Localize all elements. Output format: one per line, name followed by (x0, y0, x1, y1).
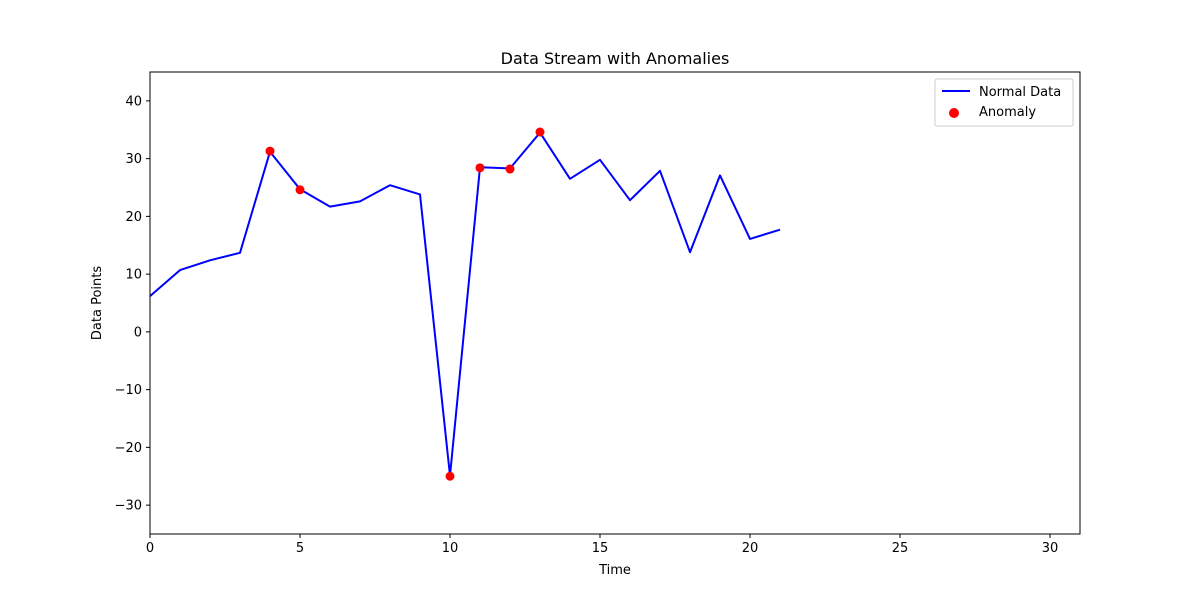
y-axis-label: Data Points (90, 266, 105, 340)
chart-title: Data Stream with Anomalies (501, 49, 730, 68)
x-tick-label: 0 (146, 541, 154, 556)
data-point-anomaly (265, 146, 275, 156)
x-axis-label: Time (598, 563, 631, 578)
x-tick-label: 5 (296, 541, 304, 556)
legend-label-anomaly: Anomaly (979, 105, 1036, 120)
plot-area (149, 127, 781, 481)
x-tick-label: 30 (1042, 541, 1059, 556)
x-axis: 0 5 10 15 20 25 30 (146, 534, 1058, 556)
y-tick-label: −20 (115, 441, 142, 456)
y-tick-label: −10 (115, 383, 142, 398)
series-line-normal-data (149, 131, 781, 477)
y-tick-label: −30 (115, 499, 142, 514)
legend-swatch-anomaly (949, 108, 959, 118)
y-tick-label: 20 (125, 210, 142, 225)
data-point-anomaly (475, 163, 485, 173)
plot-frame (149, 71, 1081, 535)
x-tick-label: 20 (742, 541, 759, 556)
y-tick-label: 30 (125, 152, 142, 167)
y-tick-label: 40 (125, 94, 142, 109)
y-axis: −30 −20 −10 0 10 20 30 40 (115, 94, 150, 514)
legend-label-normal-data: Normal Data (979, 85, 1061, 100)
data-point-anomaly (505, 164, 515, 174)
y-tick-label: 10 (125, 268, 142, 283)
data-point-anomaly (445, 471, 455, 481)
x-tick-label: 25 (892, 541, 909, 556)
x-tick-label: 10 (442, 541, 459, 556)
y-tick-label: 0 (134, 325, 142, 340)
legend: Normal Data Anomaly (934, 78, 1074, 127)
x-tick-label: 15 (592, 541, 609, 556)
data-point-anomaly (295, 185, 305, 195)
data-point-anomaly (535, 127, 545, 137)
